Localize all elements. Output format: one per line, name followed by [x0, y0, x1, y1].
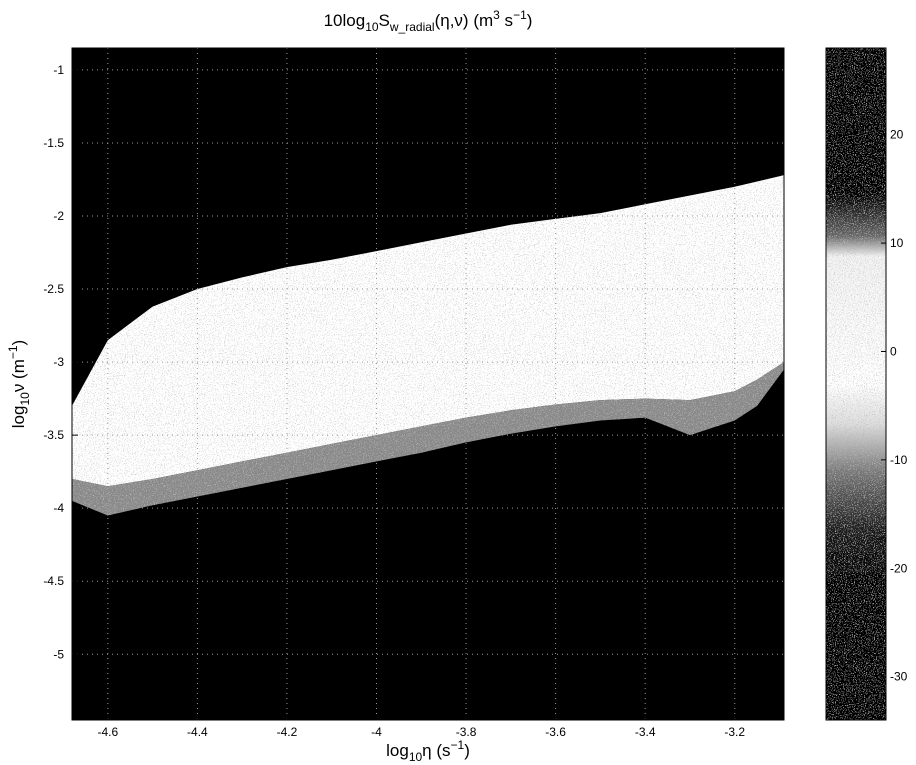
grid-lines	[72, 48, 784, 720]
plot-frame	[71, 47, 785, 721]
colorbar-frame	[825, 47, 887, 721]
x-axis-ticks: -4.6 -4.4 -4.2 -4 -3.8 -3.6 -3.4 -3.2	[97, 714, 745, 739]
plot-area	[71, 47, 785, 721]
mid-intensity-band	[72, 362, 784, 516]
y-tick-label: -3.5	[43, 428, 64, 442]
y-axis-ticks: -1 -1.5 -2 -2.5 -3 -3.5 -4 -4.5 -5	[43, 63, 78, 661]
y-tick-label: -1.5	[43, 136, 64, 150]
colorbar-ticks: 20 10 0 -10 -20 -30	[881, 128, 908, 684]
y-axis-label: log10ν (m−1)	[6, 340, 32, 428]
x-tick-label: -4.4	[187, 725, 208, 739]
y-tick-label: -1	[53, 63, 64, 77]
colorbar: 20 10 0 -10 -20 -30	[825, 47, 908, 721]
y-tick-label: -2.5	[43, 282, 64, 296]
x-axis-label: log10η (s−1)	[386, 738, 470, 764]
high-intensity-band	[72, 175, 784, 487]
colorbar-fill	[826, 48, 886, 720]
y-tick-label: -5	[53, 647, 64, 661]
colorbar-tick-label: -10	[890, 453, 908, 467]
x-tick-label: -3.8	[456, 725, 477, 739]
chart-title: 10log10Sw_radial(η,ν) (m3 s−1)	[324, 8, 533, 34]
y-tick-label: -3	[53, 355, 64, 369]
x-tick-label: -3.2	[724, 725, 745, 739]
x-tick-label: -3.6	[545, 725, 566, 739]
colorbar-tick-label: -20	[890, 561, 908, 575]
colorbar-tick-label: 0	[890, 344, 897, 358]
y-tick-label: -2	[53, 209, 64, 223]
colorbar-tick-label: 10	[890, 236, 904, 250]
colorbar-tick-label: 20	[890, 128, 904, 142]
y-tick-label: -4.5	[43, 574, 64, 588]
x-tick-label: -4.6	[97, 725, 118, 739]
y-tick-label: -4	[53, 501, 64, 515]
x-tick-label: -4.2	[277, 725, 298, 739]
x-tick-label: -3.4	[635, 725, 656, 739]
x-tick-label: -4	[371, 725, 382, 739]
colorbar-tick-label: -30	[890, 670, 908, 684]
